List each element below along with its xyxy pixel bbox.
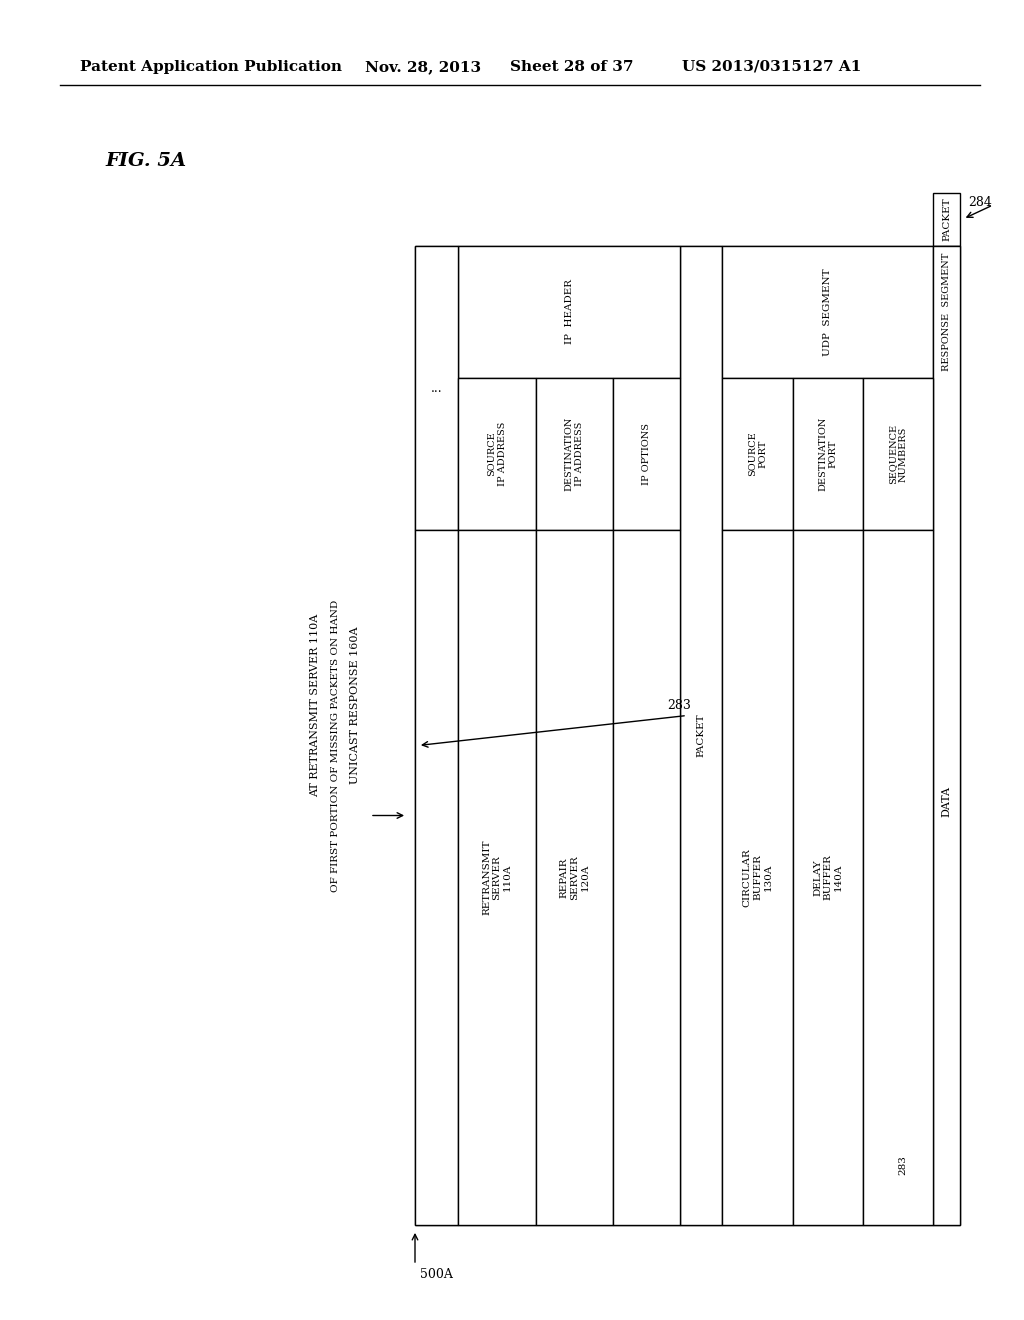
Bar — [680, 246, 722, 1225]
Bar — [863, 378, 933, 531]
Text: UDP  SEGMENT: UDP SEGMENT — [823, 268, 831, 356]
Bar — [722, 531, 793, 1225]
Text: US 2013/0315127 A1: US 2013/0315127 A1 — [682, 59, 861, 74]
Bar — [536, 531, 613, 1225]
Bar — [415, 246, 458, 531]
Bar — [613, 531, 680, 1225]
Bar — [458, 378, 536, 531]
Text: Sheet 28 of 37: Sheet 28 of 37 — [510, 59, 634, 74]
Text: SEQUENCE
NUMBERS: SEQUENCE NUMBERS — [888, 424, 907, 484]
Text: IP  HEADER: IP HEADER — [564, 280, 573, 345]
Text: RETRANSMIT
SERVER
110A: RETRANSMIT SERVER 110A — [482, 840, 512, 915]
Text: DESTINATION
PORT: DESTINATION PORT — [818, 417, 838, 491]
Text: UNICAST RESPONSE 160A: UNICAST RESPONSE 160A — [350, 627, 360, 784]
Text: PACKET: PACKET — [696, 714, 706, 758]
Bar — [415, 246, 961, 1225]
Text: 500A: 500A — [420, 1269, 453, 1282]
Text: DATA: DATA — [941, 785, 951, 817]
Bar — [458, 246, 680, 378]
Bar — [933, 246, 961, 1225]
Text: 283: 283 — [667, 700, 691, 711]
Text: PACKET: PACKET — [942, 198, 951, 242]
Bar — [722, 378, 793, 531]
Bar — [458, 531, 536, 1225]
Bar — [722, 246, 933, 378]
Text: 284: 284 — [968, 195, 992, 209]
Text: Patent Application Publication: Patent Application Publication — [80, 59, 342, 74]
Bar — [793, 378, 863, 531]
Text: DELAY
BUFFER
140A: DELAY BUFFER 140A — [813, 854, 843, 900]
Text: FIG. 5A: FIG. 5A — [105, 152, 186, 170]
Text: SOURCE
PORT: SOURCE PORT — [748, 432, 767, 477]
Bar — [613, 378, 680, 531]
Bar — [793, 531, 863, 1225]
Text: CIRCULAR
BUFFER
130A: CIRCULAR BUFFER 130A — [742, 849, 772, 907]
Text: 283: 283 — [898, 1155, 907, 1175]
Bar — [863, 531, 933, 1225]
Text: RESPONSE  SEGMENT: RESPONSE SEGMENT — [942, 253, 951, 371]
Text: DESTINATION
IP ADDRESS: DESTINATION IP ADDRESS — [565, 417, 585, 491]
Bar — [536, 378, 613, 531]
Text: SOURCE
IP ADDRESS: SOURCE IP ADDRESS — [487, 422, 507, 486]
Text: AT RETRANSMIT SERVER 110A: AT RETRANSMIT SERVER 110A — [310, 614, 319, 797]
Text: Nov. 28, 2013: Nov. 28, 2013 — [365, 59, 481, 74]
Bar — [933, 193, 961, 246]
Bar — [415, 531, 458, 1225]
Text: OF FIRST PORTION OF MISSING PACKETS ON HAND: OF FIRST PORTION OF MISSING PACKETS ON H… — [331, 599, 340, 891]
Text: REPAIR
SERVER
120A: REPAIR SERVER 120A — [559, 855, 590, 900]
Text: IP OPTIONS: IP OPTIONS — [642, 422, 651, 484]
Text: ...: ... — [431, 381, 442, 395]
